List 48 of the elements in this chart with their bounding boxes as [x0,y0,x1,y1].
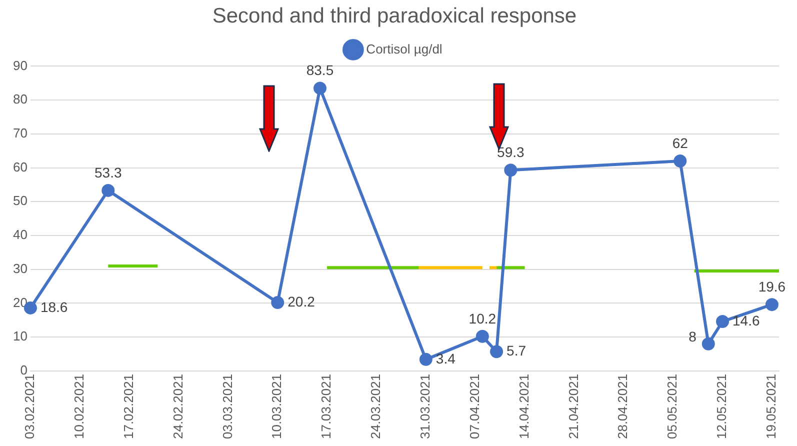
data-label: 83.5 [306,62,334,78]
y-tick-label: 80 [12,92,28,107]
y-tick-label: 10 [12,328,28,344]
point [490,345,504,358]
x-tick-label: 24.03.2021 [368,374,384,440]
x-tick-label: 10.03.2021 [269,374,284,440]
point [765,298,778,312]
point [313,82,326,95]
y-tick-label: 30 [12,260,28,276]
y-tick-label: 60 [12,159,28,174]
y-tick-label: 50 [12,193,28,208]
data-label: 8 [688,328,697,345]
point [102,184,115,197]
data-label: 18.6 [40,298,68,315]
point [716,315,730,328]
point [702,337,715,350]
data-label: 19.6 [758,278,786,294]
x-tick-label: 19.05.2021 [764,374,779,440]
data-label: 59.3 [497,144,524,160]
x-tick-label: 17.03.2021 [318,374,334,440]
point [271,296,284,310]
chart-title: Second and third paradoxical response [212,4,577,28]
x-tick-label: 12.05.2021 [714,374,730,440]
x-tick-label: 31.03.2021 [417,374,432,440]
data-label: 10.2 [468,310,496,326]
y-tick-label: 70 [12,125,28,140]
data-label: 20.2 [288,293,316,310]
x-tick-label: 10.02.2021 [71,374,86,440]
x-tick-label: 21.04.2021 [566,374,581,440]
x-tick-label: 17.02.2021 [120,374,136,440]
x-tick-label: 28.04.2021 [615,374,630,440]
data-label: 62 [672,134,688,151]
data-label: 3.4 [436,350,456,366]
legend-label: Cortisol µg/dl [366,41,442,56]
x-tick-label: 07.04.2021 [466,374,482,440]
y-tick-label: 90 [12,58,28,73]
data-label: 5.7 [506,342,526,358]
y-tick-label: 40 [12,227,28,242]
x-tick-label: 14.04.2021 [516,374,532,440]
data-label: 14.6 [732,312,760,328]
point [504,164,518,177]
point [419,352,432,366]
point [674,154,687,168]
data-label: 53.3 [94,164,122,180]
x-tick-label: 24.02.2021 [170,374,186,440]
x-tick-label: 05.05.2021 [664,374,680,440]
x-tick-label: 03.03.2021 [220,374,235,440]
point [476,330,489,343]
